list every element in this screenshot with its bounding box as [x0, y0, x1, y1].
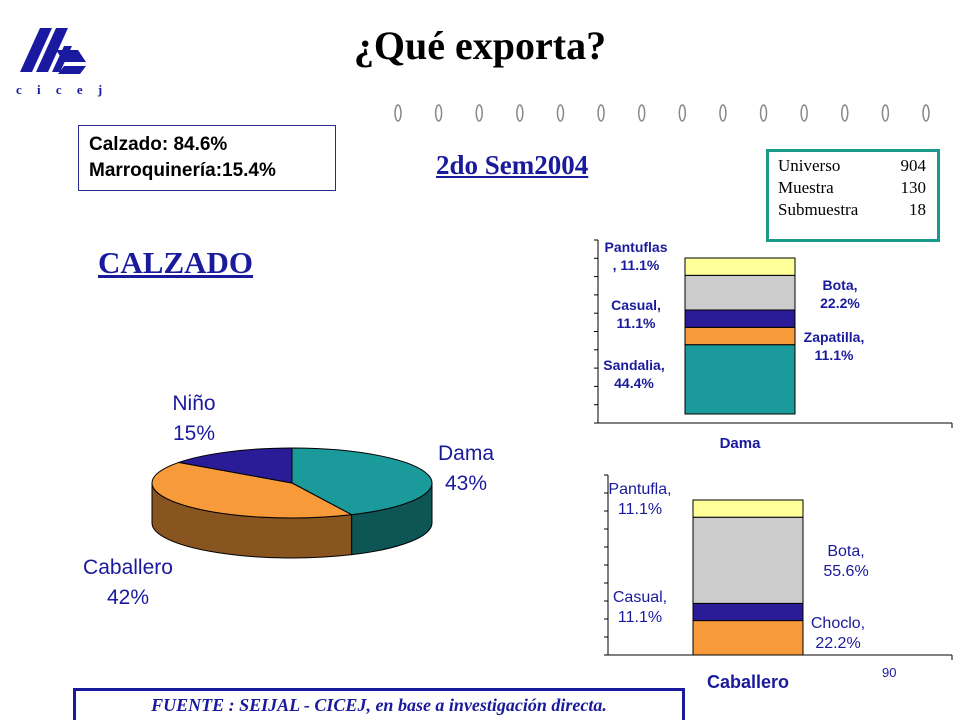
bar-label-casual: Casual, 11.1% — [611, 297, 661, 331]
category-label: Caballero — [707, 672, 789, 692]
oval-shape — [841, 104, 849, 122]
bar-label-pantuflas: Pantuflas, 11.1% — [604, 239, 667, 273]
bar-segment-sandalia — [684, 344, 796, 415]
category-label: Dama — [720, 435, 762, 452]
oval-shape — [881, 104, 890, 122]
page-number: 90 — [882, 665, 897, 680]
bar-segment-bota — [692, 516, 804, 604]
share-calzado: Calzado: 84.6% — [89, 134, 228, 155]
bar-label-bota: Bota, 55.6% — [823, 543, 868, 580]
decorative-ovals — [394, 104, 930, 122]
pie-label-dama: Dama 43% — [438, 442, 494, 495]
sample-row-universo: Universo 904 — [778, 156, 926, 175]
oval-shape — [516, 104, 524, 122]
bar-label-casual: Casual, 11.1% — [613, 589, 667, 626]
bar-label-choclo: Choclo, 22.2% — [811, 615, 865, 652]
bar-label-bota: Bota, 22.2% — [820, 277, 860, 311]
oval-shape — [719, 104, 727, 122]
bar-segment-pantufla — [692, 499, 804, 518]
bar-label-sandalia: Sandalia, 44.4% — [603, 357, 664, 391]
share-box: Calzado: 84.6% Marroquinería:15.4% — [78, 125, 336, 191]
bar-label-pantufla: Pantufla, 11.1% — [608, 481, 671, 518]
logo-text: c i c e j — [16, 82, 109, 97]
source-footer: FUENTE : SEIJAL - CICEJ, en base a inves… — [73, 688, 685, 720]
oval-shape — [637, 104, 646, 122]
oval-shape — [597, 104, 605, 122]
section-title: CALZADO — [98, 245, 254, 280]
oval-shape — [394, 104, 402, 122]
bar-label-zapatilla: Zapatilla, 11.1% — [804, 329, 865, 363]
sample-row-submuestra: Submuestra 18 — [778, 200, 926, 219]
pie-slice-caballero — [151, 461, 354, 519]
pie-slice-dama — [291, 447, 433, 516]
bar-segment-casual — [692, 602, 804, 622]
oval-shape — [800, 104, 808, 122]
pie-slice-niño — [176, 447, 293, 484]
cicej-logo-icon — [20, 28, 86, 74]
oval-shape — [434, 104, 443, 122]
oval-shape — [556, 104, 565, 122]
oval-shape — [475, 104, 483, 122]
oval-shape — [759, 104, 768, 122]
page-title: ¿Qué exporta? — [353, 23, 607, 68]
bar-segment-pantuflas — [684, 257, 796, 276]
pie-label-caballero: Caballero 42% — [83, 556, 173, 609]
oval-shape — [678, 104, 687, 122]
bar-segment-choclo — [692, 620, 804, 656]
sample-box: Universo 904 Muestra 130 Submuestra 18 — [766, 149, 940, 242]
share-marroquineria: Marroquinería:15.4% — [89, 160, 276, 181]
source-text: FUENTE : SEIJAL - CICEJ, en base a inves… — [76, 691, 682, 720]
pie-label-niño: Niño 15% — [172, 392, 215, 445]
period-subtitle: 2do Sem2004 — [436, 150, 589, 180]
sample-row-muestra: Muestra 130 — [778, 178, 926, 197]
bar-segment-bota — [684, 274, 796, 311]
oval-shape — [922, 104, 930, 122]
